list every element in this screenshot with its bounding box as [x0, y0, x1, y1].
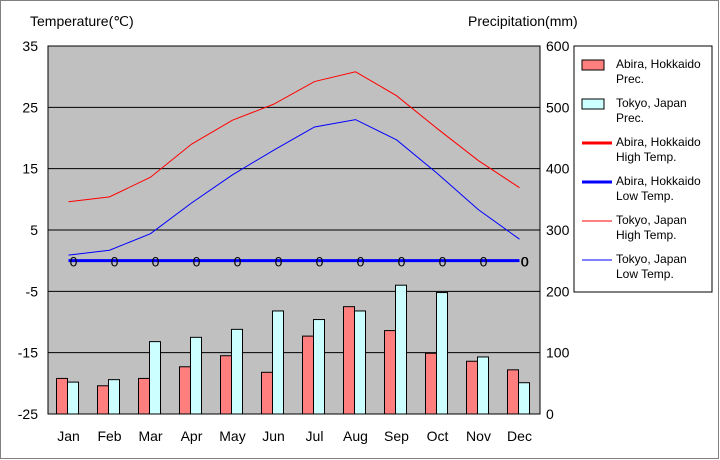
zero-point-label: 0 [234, 254, 242, 270]
legend-label: Low Temp. [616, 189, 674, 203]
precip-bar [261, 371, 273, 415]
legend-box [573, 45, 713, 293]
month-tick-label: Dec [507, 428, 532, 444]
month-tick-label: May [219, 428, 245, 444]
precipitation-tick-label: 200 [546, 283, 570, 299]
precipitation-tick-label: 600 [546, 38, 570, 54]
month-tick-label: Jun [262, 428, 285, 444]
precip-bar [190, 336, 202, 415]
legend-label: Low Temp. [616, 267, 674, 281]
legend-label: Prec. [616, 72, 644, 86]
precip-bar [97, 385, 109, 415]
precip-bar [149, 341, 161, 415]
precip-bar [313, 319, 325, 415]
precip-bar [354, 310, 366, 415]
zero-point-label: 0 [521, 254, 529, 270]
precip-bar [67, 381, 79, 415]
legend-label: Prec. [616, 111, 644, 125]
zero-point-label: 0 [521, 254, 529, 270]
temperature-tick-label: 25 [22, 99, 38, 115]
precip-bar [56, 377, 68, 415]
zero-point-label: 0 [70, 254, 78, 270]
precip-bar [302, 335, 314, 415]
temperature-tick-label: 35 [22, 38, 38, 54]
precipitation-tick-label: 500 [546, 99, 570, 115]
legend-label: Tokyo, Japan [616, 96, 687, 110]
legend-label: Tokyo, Japan [616, 213, 687, 227]
temperature-lines [68, 71, 520, 263]
temp-line [68, 71, 520, 203]
precip-bar [384, 330, 396, 415]
month-tick-label: Jan [57, 428, 80, 444]
zero-point-label: 0 [111, 254, 119, 270]
month-tick-label: Apr [181, 428, 203, 444]
month-tick-label: Sep [384, 428, 409, 444]
precip-bar [425, 352, 437, 415]
precipitation-tick-label: 100 [546, 345, 570, 361]
precip-bar [138, 377, 150, 415]
precip-bar [507, 369, 519, 415]
precipitation-axis-ticks: 600 500 400 300 200 100 0 [546, 38, 570, 422]
precip-bar [395, 284, 407, 415]
precipitation-tick-label: 0 [546, 406, 554, 422]
temperature-tick-label: 15 [22, 161, 38, 177]
month-tick-label: Oct [427, 428, 449, 444]
precip-bar [179, 366, 191, 415]
precipitation-axis-label: Precipitation(mm) [468, 13, 578, 29]
plot-border [47, 45, 541, 415]
legend-label: High Temp. [616, 150, 676, 164]
legend-label: Abira, Hokkaido [616, 174, 701, 188]
legend-label: Tokyo, Japan [616, 252, 687, 266]
month-axis-ticks: Jan Feb Mar Apr May Jun Jul Aug Sep Oct Nov Dec [57, 428, 532, 444]
precipitation-tick-label: 300 [546, 222, 570, 238]
temperature-axis-ticks: 35 25 15 5 -5 -15 -25 [18, 38, 38, 422]
month-tick-label: Aug [343, 428, 368, 444]
month-tick-label: Nov [466, 428, 491, 444]
month-tick-label: Mar [138, 428, 162, 444]
temperature-tick-label: -15 [18, 345, 38, 361]
precip-bar [272, 310, 284, 415]
temperature-tick-label: -25 [18, 406, 38, 422]
precipitation-tick-label: 400 [546, 161, 570, 177]
precip-bar [436, 292, 448, 415]
gridlines [48, 106, 540, 354]
precip-bar [477, 356, 489, 415]
zero-point-label: 0 [193, 254, 201, 270]
precip-bar [231, 328, 243, 415]
temperature-tick-label: 5 [30, 222, 38, 238]
zero-point-label: 0 [439, 254, 447, 270]
temperature-tick-label: -5 [26, 283, 39, 299]
precip-bar [518, 382, 530, 415]
zero-point-label: 0 [152, 254, 160, 270]
legend-swatch [581, 98, 605, 110]
temp-line [68, 119, 520, 256]
temperature-axis-label: Temperature(℃) [30, 13, 134, 29]
zero-point-label: 0 [316, 254, 324, 270]
zero-point-label: 0 [357, 254, 365, 270]
zero-point-label: 0 [398, 254, 406, 270]
precip-bar [220, 355, 232, 415]
legend-label: Abira, Hokkaido [616, 57, 701, 71]
precip-bar [108, 379, 120, 415]
legend-swatch [581, 59, 605, 71]
month-tick-label: Feb [97, 428, 121, 444]
month-tick-label: Jul [306, 428, 324, 444]
low-temp-point-labels: 0 0 0 0 0 0 0 0 0 0 0 00 [70, 254, 530, 270]
legend-label: Abira, Hokkaido [616, 135, 701, 149]
legend-label: High Temp. [616, 228, 676, 242]
zero-point-label: 0 [275, 254, 283, 270]
precip-bar [343, 306, 355, 415]
precip-bar [466, 360, 478, 415]
zero-point-label: 0 [480, 254, 488, 270]
